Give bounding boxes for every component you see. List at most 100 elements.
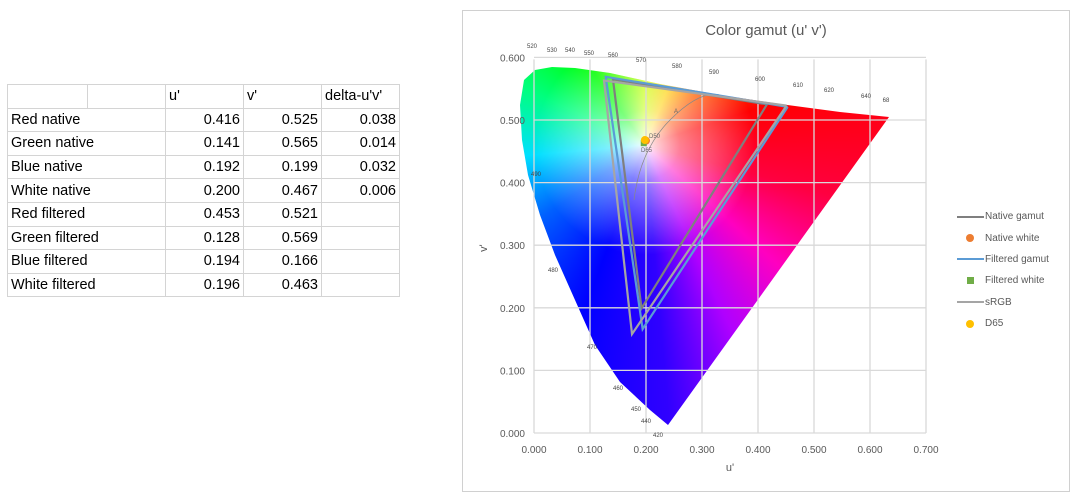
- y-tick-label: 0.500: [500, 116, 525, 127]
- native-gamut-line: [611, 77, 768, 312]
- wavelength-label: 540: [565, 48, 576, 54]
- cell-delta: [321, 272, 400, 298]
- cell-u: 0.192: [165, 154, 244, 180]
- y-tick-label: 0.000: [500, 429, 525, 440]
- column-header: [87, 84, 166, 109]
- annotation-d65: D65: [641, 148, 653, 154]
- wavelength-label: 610: [793, 83, 804, 89]
- wavelength-label: 590: [709, 70, 720, 76]
- cell-delta: [321, 249, 400, 274]
- legend-label: sRGB: [985, 296, 1012, 308]
- annotation-d50: D50: [649, 134, 661, 140]
- filtered-gamut-line: [604, 75, 789, 333]
- legend-label: Filtered gamut: [985, 253, 1049, 265]
- table-row: Green native 0.141 0.565 0.014: [7, 131, 400, 156]
- srgb-line: [602, 79, 788, 338]
- table-header-row: u' v' delta-u'v': [7, 84, 400, 109]
- chart-title: Color gamut (u' v'): [705, 22, 827, 39]
- cell-label: White native: [7, 178, 166, 203]
- planckian-locus: [633, 93, 721, 201]
- legend-label: Filtered white: [985, 275, 1045, 287]
- cell-u: 0.141: [165, 131, 244, 156]
- column-header: [7, 84, 88, 109]
- wavelength-label: 450: [631, 407, 642, 413]
- legend-item: sRGB: [955, 292, 1049, 313]
- chart-legend: Native gamut Native white Filtered gamut Fi…: [955, 206, 1049, 334]
- y-tick-label: 0.200: [500, 304, 525, 315]
- y-tick-label: 0.100: [500, 366, 525, 377]
- cell-delta: 0.038: [321, 107, 400, 133]
- column-header: u': [165, 84, 244, 109]
- cell-u: 0.196: [165, 272, 244, 298]
- x-tick-label: 0.100: [577, 445, 602, 456]
- wavelength-label: 550: [584, 51, 595, 57]
- table-row: Blue filtered 0.194 0.166: [7, 249, 400, 274]
- cell-v: 0.199: [243, 154, 322, 180]
- x-tick-label: 0.300: [689, 445, 714, 456]
- wavelength-label: 480: [548, 268, 559, 274]
- table-row: Blue native 0.192 0.199 0.032: [7, 154, 400, 180]
- x-axis-label: u': [726, 462, 734, 474]
- table-row: Green filtered 0.128 0.569: [7, 225, 400, 251]
- legend-swatch: [955, 215, 985, 218]
- legend-label: Native white: [985, 232, 1040, 244]
- legend-swatch: [955, 258, 985, 261]
- cell-delta: [321, 225, 400, 251]
- chart-area: [462, 10, 1070, 492]
- table-row: Red filtered 0.453 0.521: [7, 201, 400, 227]
- wavelength-label: 520: [527, 44, 538, 50]
- wavelength-label: 580: [672, 64, 683, 70]
- table-row: White filtered 0.196 0.463: [7, 272, 400, 298]
- legend-item: Filtered gamut: [955, 249, 1049, 270]
- legend-item: Native gamut: [955, 206, 1049, 227]
- cell-u: 0.194: [165, 249, 244, 274]
- cell-v: 0.565: [243, 131, 322, 156]
- table-row: White native 0.200 0.467 0.006: [7, 178, 400, 203]
- cell-delta: 0.032: [321, 154, 400, 180]
- cell-v: 0.569: [243, 225, 322, 251]
- x-tick-label: 0.500: [801, 445, 826, 456]
- legend-item: Native white: [955, 227, 1049, 248]
- cell-label: Blue filtered: [7, 249, 166, 274]
- legend-item: D65: [955, 313, 1049, 334]
- legend-swatch: [955, 301, 985, 304]
- wavelength-label: 490: [531, 172, 542, 178]
- legend-swatch: [955, 277, 985, 285]
- x-tick-label: 0.400: [745, 445, 770, 456]
- wavelength-label: 570: [636, 58, 647, 64]
- cell-label: Green native: [7, 131, 166, 156]
- cell-v: 0.525: [243, 107, 322, 133]
- x-tick-label: 0.600: [857, 445, 882, 456]
- x-tick-label: 0.000: [521, 445, 546, 456]
- legend-label: D65: [985, 318, 1004, 330]
- y-tick-label: 0.300: [500, 241, 525, 252]
- x-tick-label: 0.200: [633, 445, 658, 456]
- legend-swatch: [955, 234, 985, 243]
- cell-label: Red filtered: [7, 201, 166, 227]
- y-tick-label: 0.400: [500, 179, 525, 190]
- x-tick-label: 0.700: [913, 445, 938, 456]
- wavelength-label: 68: [883, 98, 890, 104]
- wavelength-label: 600: [755, 77, 766, 83]
- data-table: u' v' delta-u'v' Red native 0.416 0.525 0.038 G…: [7, 84, 400, 298]
- wavelength-label: 420: [653, 433, 664, 439]
- legend-label: Native gamut: [985, 211, 1044, 223]
- annotation-a: A: [674, 109, 678, 115]
- cell-delta: 0.006: [321, 178, 400, 203]
- cell-delta: [321, 201, 400, 227]
- column-header: delta-u'v': [321, 84, 400, 109]
- cell-v: 0.166: [243, 249, 322, 274]
- legend-item: Filtered white: [955, 270, 1049, 291]
- wavelength-label: 440: [641, 419, 652, 425]
- table-row: Red native 0.416 0.525 0.038: [7, 107, 400, 133]
- wavelength-label: 530: [547, 48, 558, 54]
- legend-swatch: [955, 319, 985, 328]
- y-axis-label: v': [478, 244, 490, 252]
- cell-delta: 0.014: [321, 131, 400, 156]
- wavelength-label: 620: [824, 88, 835, 94]
- wavelength-label: 460: [613, 386, 624, 392]
- wavelength-label: 560: [608, 53, 619, 59]
- y-tick-label: 0.600: [500, 53, 525, 64]
- cell-label: Blue native: [7, 154, 166, 180]
